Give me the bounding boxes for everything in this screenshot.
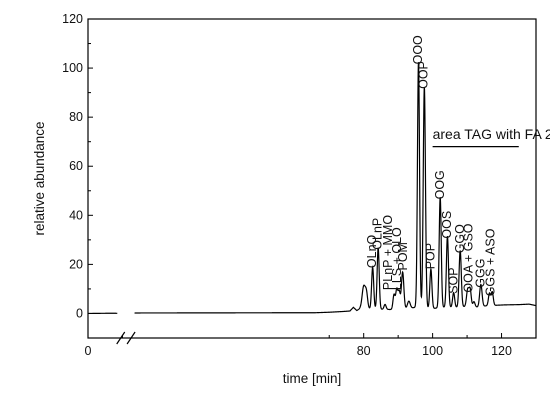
y-tick-label: 120: [62, 12, 83, 26]
annotation-text: area TAG with FA 20:1: [433, 126, 550, 142]
y-tick-label: 40: [69, 208, 83, 222]
x-axis-title: time [min]: [283, 371, 342, 386]
peak-label: OLnO: [365, 234, 379, 268]
peak-label: OOO: [411, 35, 425, 64]
peak-label: GGG: [473, 259, 487, 288]
peak-label: POP: [423, 243, 437, 269]
y-tick-label: 100: [62, 61, 83, 75]
y-tick-label: 80: [69, 110, 83, 124]
y-axis-title: relative abundance: [32, 121, 47, 235]
peak-label: OOG: [433, 170, 447, 199]
axis-break-slash: [116, 331, 126, 345]
x-tick-label: 80: [357, 344, 371, 358]
peak-label: GGO: [453, 224, 467, 253]
peak-label: LLS + OLO: [390, 227, 404, 290]
axis-break-slash: [126, 331, 136, 345]
peak-label: POM: [396, 242, 410, 270]
axis-break-mark: [116, 331, 136, 345]
peak-label: OOA + GSO: [461, 223, 475, 292]
peak-label: OOP: [417, 61, 431, 89]
y-tick-label: 0: [76, 306, 83, 320]
peak-label: OLnP: [370, 218, 384, 250]
peak-label: OOS: [440, 211, 454, 239]
peak-label: SOP: [446, 267, 460, 293]
y-axis-ticks: 0 20 40 60 80 100 120: [62, 12, 93, 339]
y-tick-label: 20: [69, 257, 83, 271]
y-tick-label: 60: [69, 159, 83, 173]
x-tick-label: 120: [491, 344, 512, 358]
x-axis-ticks: 0 80 100 120: [85, 333, 537, 358]
plot-border: [87, 18, 537, 339]
peak-label: GGS + ASO: [483, 228, 497, 296]
series-layer: [88, 62, 537, 315]
series-line-segment-2: [134, 62, 537, 314]
plot-frame: [87, 18, 537, 339]
peak-label: PLnP + MMO: [381, 215, 395, 290]
annotation: area TAG with FA 20:1: [432, 126, 550, 148]
x-tick-label: 0: [85, 344, 92, 358]
x-tick-label: 100: [422, 344, 443, 358]
